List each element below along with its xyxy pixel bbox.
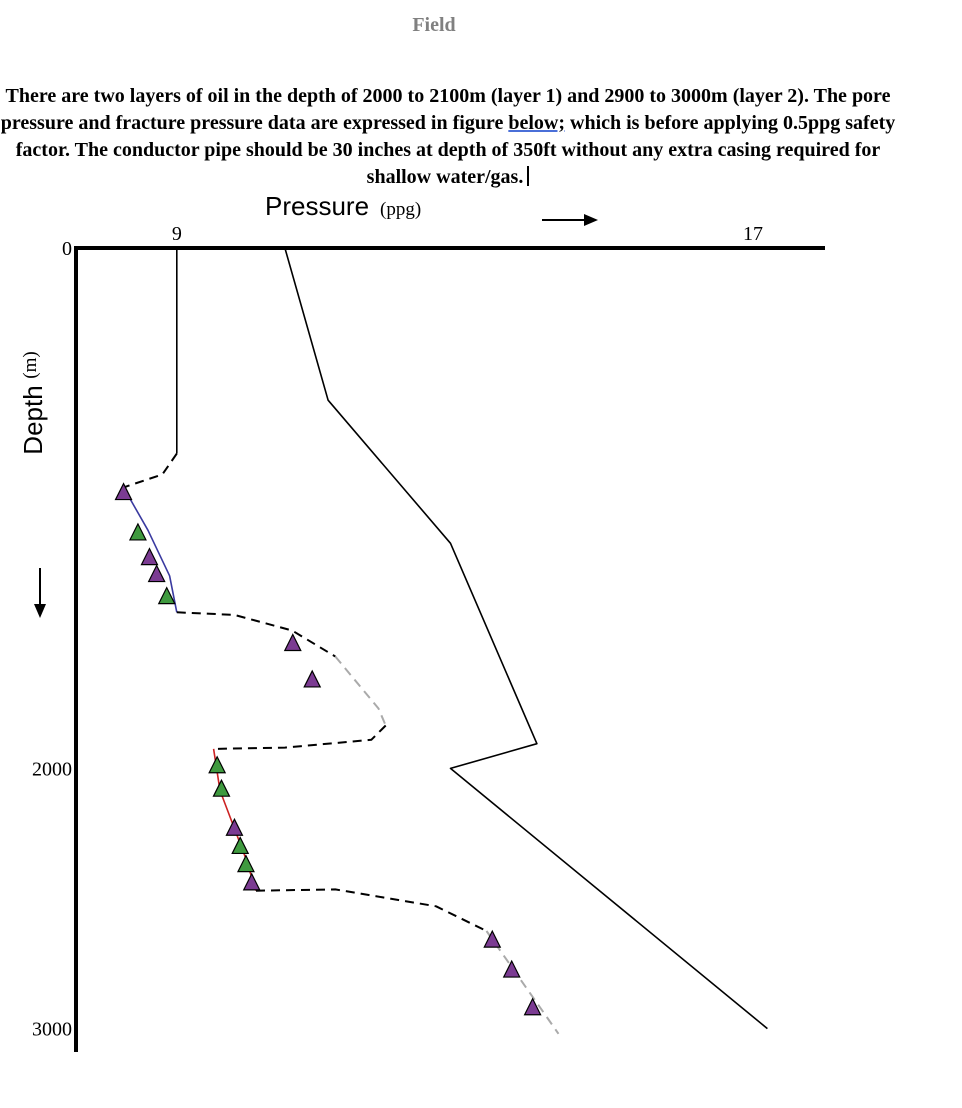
series-transition-2 [176,611,336,658]
triangle-marker [147,564,166,583]
problem-text-part1: There are two layers of oil in the depth… [0,85,891,134]
problem-text-part2: which is before applying 0.5ppg safety f… [15,112,896,188]
y-axis-label-group: Depth (m) [18,351,48,454]
series-fracture-pressure [284,247,768,1030]
triangle-marker [502,959,521,978]
series-pore-pressure-trend-1 [122,487,178,613]
series-transition-4 [255,888,487,932]
y-tick-label: 3000 [32,1019,72,1041]
y-tick-labels: 0 2000 3000 [32,238,72,1041]
marker-layer [114,482,542,1016]
problem-statement: There are two layers of oil in the depth… [0,83,896,191]
problem-text-underlined: below; [508,112,565,134]
text-cursor [527,166,530,186]
triangle-marker [231,836,250,855]
x-tick-label: 9 [172,223,182,245]
triangle-marker [208,755,227,774]
x-tick-labels: 9 17 [172,223,763,245]
y-axis-unit: (m) [20,351,41,378]
y-tick-label: 0 [62,238,72,260]
field-header: Field [412,14,456,36]
y-tick-label: 2000 [32,758,72,780]
triangle-marker [157,586,176,605]
triangle-marker [303,669,322,688]
triangle-marker [140,547,159,566]
series-trend-3 [334,655,387,726]
series-trend-4 [485,930,560,1035]
series-layer [122,247,768,1035]
series-transition-1 [123,453,178,489]
triangle-marker [483,929,502,948]
triangle-marker [212,778,231,797]
triangle-marker [523,997,542,1016]
triangle-marker [114,482,133,501]
triangle-marker [236,854,255,873]
x-axis-arrow [542,214,598,226]
x-axis-unit: (ppg) [380,199,421,220]
series-transition-3 [213,724,387,750]
x-axis-title: Pressure [265,191,369,221]
triangle-marker [242,872,261,891]
triangle-marker [225,817,244,836]
triangle-marker [283,633,302,652]
y-axis-title: Depth [18,385,48,454]
x-tick-label: 17 [743,223,763,245]
y-axis-arrow [34,568,46,618]
triangle-marker [128,522,147,541]
